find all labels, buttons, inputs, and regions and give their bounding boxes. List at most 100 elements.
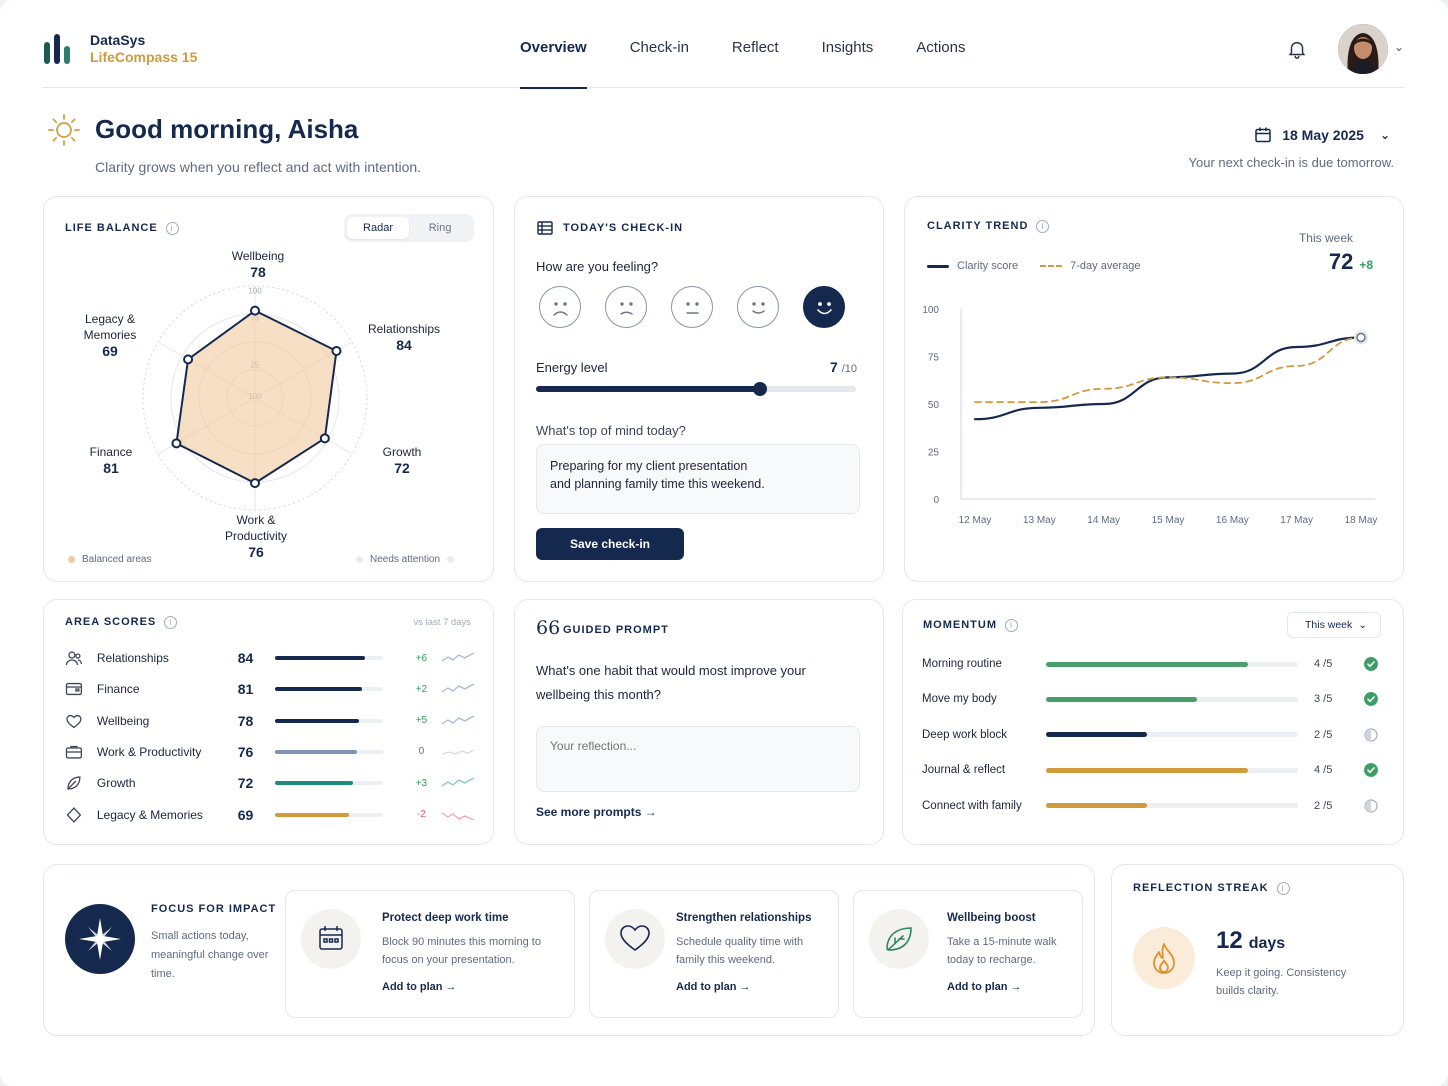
radar-point — [250, 305, 260, 316]
reflection-streak-card: REFLECTION STREAK i 12 days Keep it going.… — [1111, 864, 1404, 1036]
momentum-row[interactable]: Move my body 3 /5 — [922, 689, 1384, 709]
toggle-ring[interactable]: Ring — [428, 222, 452, 234]
card-title: TODAY'S CHECK-IN — [563, 222, 684, 234]
energy-slider[interactable] — [536, 382, 856, 396]
area-row[interactable]: Finance 81 +2 — [65, 678, 475, 700]
habit-name: Morning routine — [922, 658, 1002, 670]
area-name: Relationships — [96, 651, 169, 665]
brand-product: LifeCompass 15 — [90, 49, 198, 65]
area-score-bar — [275, 687, 383, 692]
card-title: LIFE BALANCE i — [65, 222, 179, 235]
info-icon[interactable]: i — [165, 222, 179, 235]
top-of-mind-input[interactable]: Preparing for my client presentation and… — [536, 444, 860, 514]
add-to-plan-button[interactable]: Add to plan → — [382, 981, 457, 993]
area-row[interactable]: Legacy & Memories 69 -2 — [65, 804, 475, 826]
mood-neutral-button[interactable] — [671, 286, 713, 328]
current-point[interactable] — [1356, 332, 1366, 343]
focus-title: FOCUS FOR IMPACT — [151, 903, 277, 915]
mood-sad-button[interactable] — [605, 286, 647, 328]
area-score-bar — [275, 781, 383, 786]
chart-legend: Clarity score 7-day average — [927, 260, 1140, 272]
action-card-deep-work: Protect deep work time Block 90 minutes … — [285, 890, 575, 1018]
sparkline-icon — [441, 683, 475, 693]
radar-point — [250, 478, 260, 489]
area-delta: +3 — [415, 777, 428, 789]
info-icon[interactable]: i — [1005, 619, 1018, 632]
streak-count: 12 days — [1216, 927, 1286, 954]
heart-icon — [66, 714, 82, 728]
habit-progress-fill — [1046, 696, 1198, 702]
y-tick-label: 100 — [922, 305, 939, 316]
area-score-bar-fill — [275, 656, 366, 660]
compass-star-icon — [79, 918, 121, 960]
area-delta: 0 — [418, 746, 425, 758]
bell-icon[interactable] — [1286, 38, 1308, 60]
area-row[interactable]: Growth 72 +3 — [65, 772, 475, 794]
info-icon[interactable]: i — [1276, 882, 1290, 895]
add-to-plan-button[interactable]: Add to plan → — [947, 981, 1022, 993]
action-card-wellbeing: Wellbeing boost Take a 15-minute walk to… — [853, 890, 1083, 1018]
area-score-bar-fill — [275, 749, 357, 754]
habit-count: 2 /5 — [1314, 799, 1333, 812]
quote-icon: 66 — [536, 617, 561, 639]
energy-slider-thumb[interactable] — [753, 382, 767, 396]
compass-icon — [65, 904, 135, 974]
area-delta: +6 — [415, 652, 428, 664]
avatar[interactable] — [1338, 24, 1388, 74]
momentum-card: MOMENTUM i This week ⌄ Morning routine 4 /5… — [902, 599, 1404, 845]
period-select[interactable]: This week ⌄ — [1287, 612, 1381, 638]
see-more-prompts-link[interactable]: See more prompts → — [536, 805, 657, 819]
x-tick-label: 15 May — [1152, 515, 1185, 526]
nav-actions[interactable]: Actions — [916, 39, 966, 56]
nav-reflect[interactable]: Reflect — [731, 39, 779, 56]
habit-progress-fill — [1046, 803, 1147, 809]
momentum-row[interactable]: Morning routine 4 /5 — [922, 654, 1384, 674]
momentum-row[interactable]: Journal & reflect 4 /5 — [922, 760, 1384, 780]
area-score-bar — [275, 656, 383, 660]
area-row[interactable]: Wellbeing 78 +5 — [65, 710, 475, 732]
info-icon[interactable]: i — [1036, 220, 1050, 233]
x-tick-label: 14 May — [1087, 515, 1120, 526]
info-icon[interactable]: i — [164, 616, 178, 629]
toggle-radar[interactable]: Radar — [347, 217, 409, 239]
reflection-input[interactable] — [536, 726, 860, 792]
habit-progress-bar — [1046, 803, 1298, 809]
radar-tick-label: 100 — [248, 286, 262, 295]
x-tick-label: 17 May — [1280, 515, 1313, 526]
check-circle-icon — [1364, 763, 1378, 778]
area-scores-card: AREA SCORES i vs last 7 days Relationship… — [43, 599, 494, 845]
date-picker[interactable]: 18 May 2025 ⌄ — [1254, 126, 1390, 144]
area-row[interactable]: Work & Productivity 76 0 — [65, 741, 475, 763]
area-score: 81 — [237, 681, 254, 698]
area-name: Wellbeing — [96, 713, 150, 728]
nav-insights[interactable]: Insights — [821, 39, 874, 56]
momentum-row[interactable]: Deep work block 2 /5 — [922, 725, 1384, 745]
brand[interactable]: DataSys LifeCompass 15 — [44, 32, 197, 66]
top-bar: DataSys LifeCompass 15 Overview Check-in… — [42, 0, 1405, 89]
greeting-title: Good morning, Aisha — [95, 114, 359, 144]
area-row[interactable]: Relationships 84 +6 — [65, 647, 475, 669]
legend-7-day-average: 7-day average — [1040, 260, 1140, 272]
chevron-down-icon[interactable]: ⌄ — [1394, 40, 1405, 54]
flame-icon — [1133, 927, 1195, 989]
energy-value: 7 /10 — [830, 359, 857, 375]
mood-happy-button[interactable] — [803, 286, 845, 328]
mood-content-button[interactable] — [737, 286, 779, 328]
card-title: AREA SCORES i — [65, 616, 178, 629]
sparkline-icon — [442, 749, 475, 755]
action-title: Strengthen relationships — [676, 912, 812, 924]
momentum-row[interactable]: Connect with family 2 /5 — [922, 796, 1384, 816]
habit-progress-bar — [1046, 696, 1298, 702]
checklist-icon — [537, 221, 553, 235]
save-checkin-button[interactable]: Save check-in — [536, 528, 684, 560]
area-score-bar-fill — [275, 687, 363, 692]
nav-check-in[interactable]: Check-in — [629, 39, 689, 56]
radar-label-wellbeing: Wellbeing 78 — [231, 249, 285, 280]
brand-logo-icon — [44, 34, 76, 64]
add-to-plan-button[interactable]: Add to plan → — [676, 981, 751, 993]
mood-very-sad-button[interactable] — [539, 286, 581, 328]
sparkline-icon — [441, 811, 475, 821]
greeting-subtitle: Clarity grows when you reflect and act w… — [95, 159, 422, 175]
nav-overview[interactable]: Overview — [520, 0, 587, 89]
diamond-icon — [66, 806, 82, 823]
